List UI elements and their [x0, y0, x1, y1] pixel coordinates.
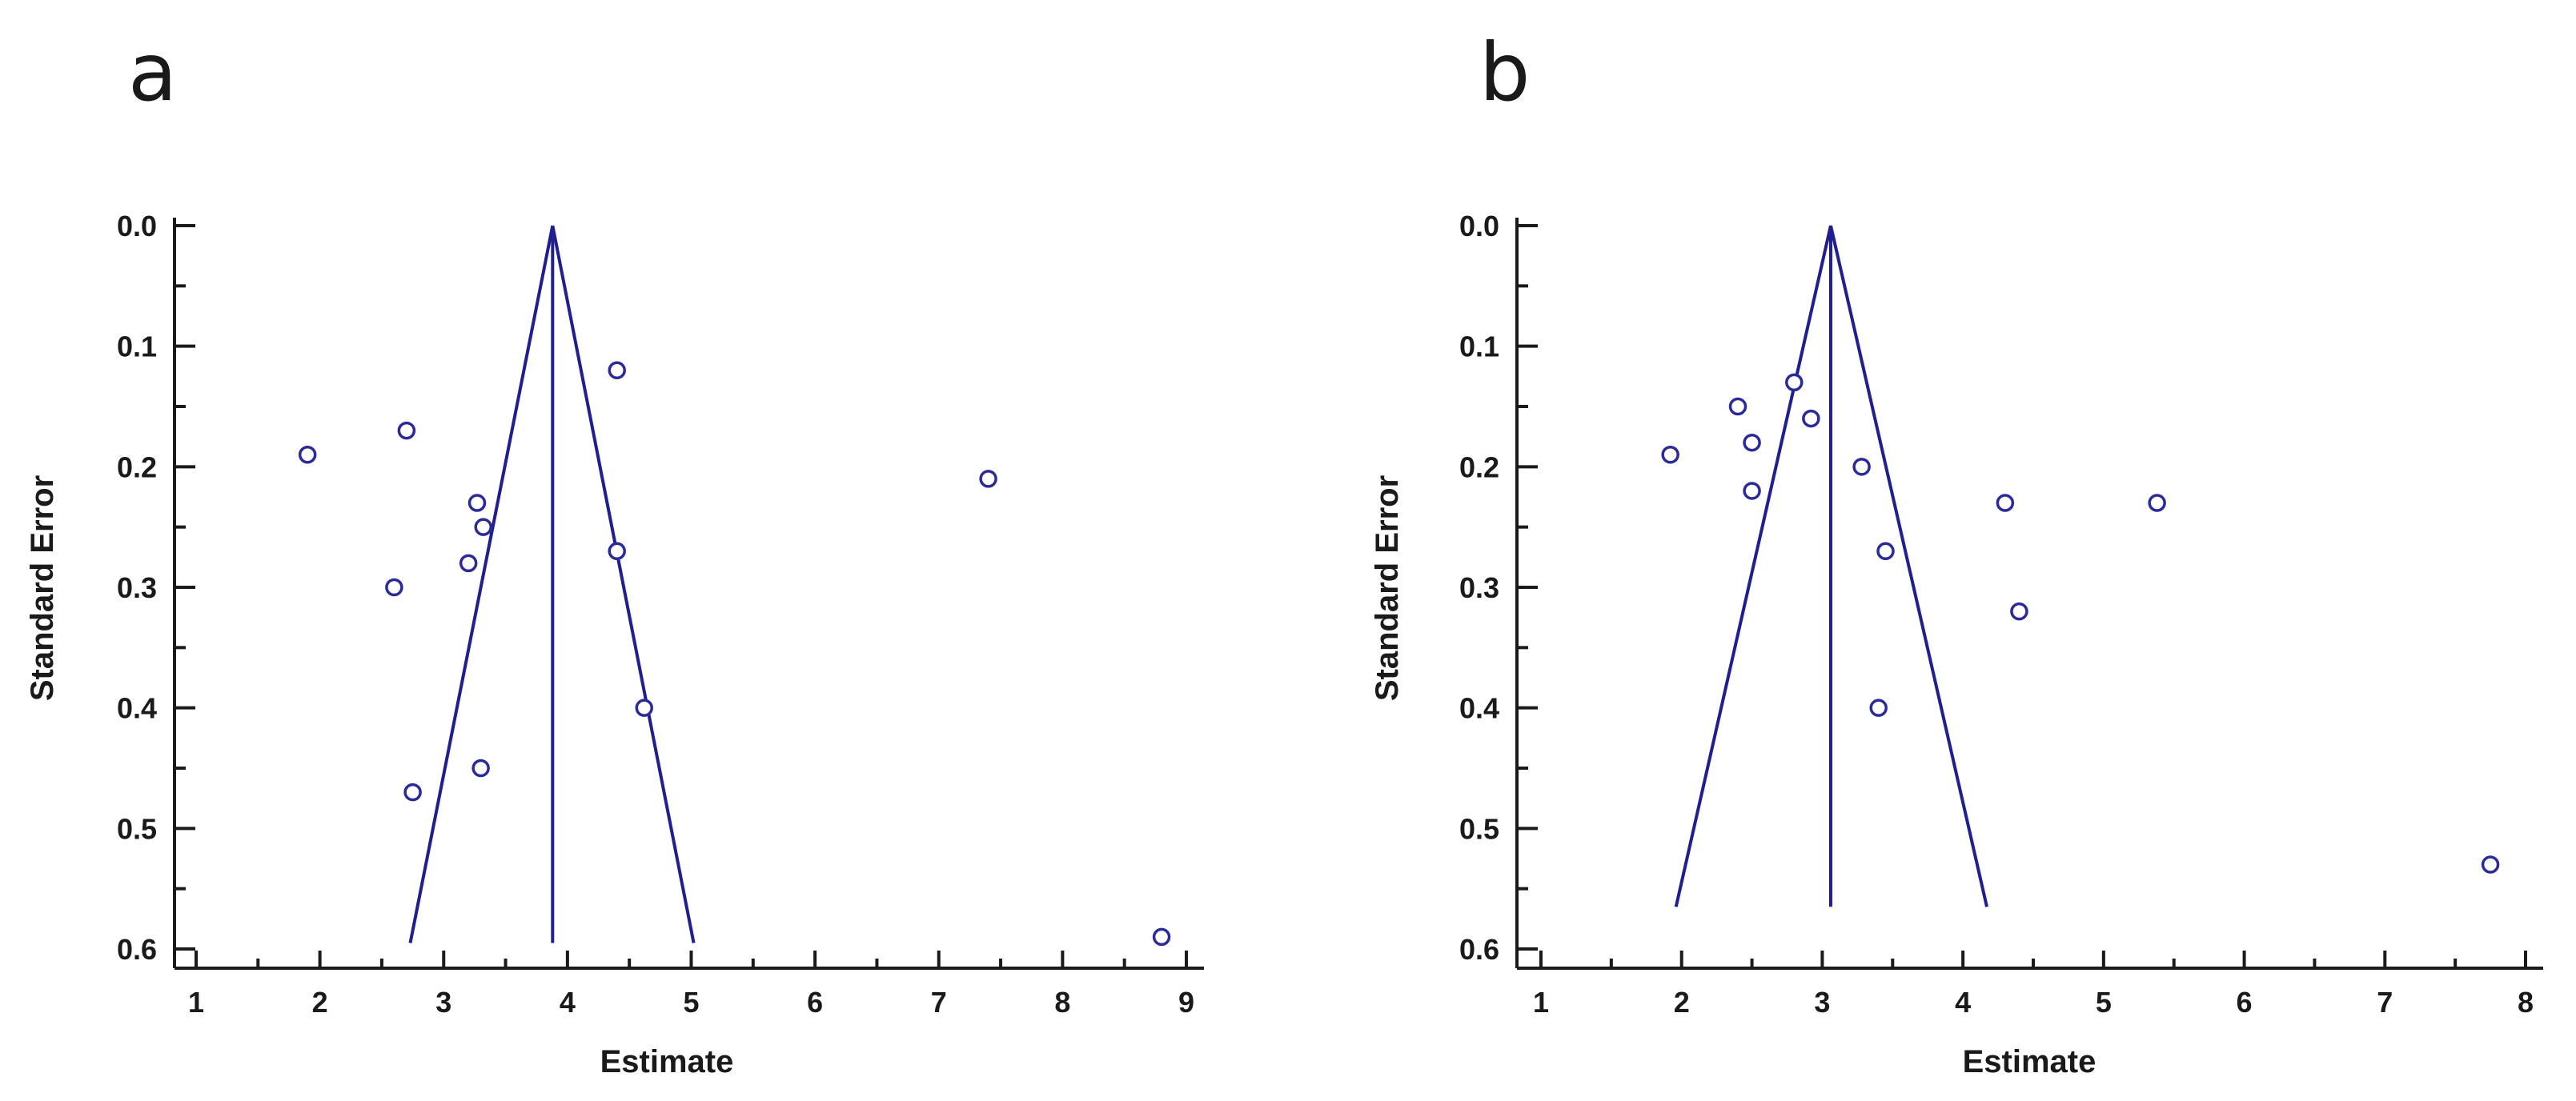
study-point — [1661, 446, 1679, 464]
panel-label: b — [1479, 26, 1530, 119]
x-tick-label: 2 — [312, 986, 328, 1019]
x-tick-label: 1 — [188, 986, 204, 1019]
axes: 0.0 0.1 0.2 0.3 0.4 0.5 0.6 1 2 3 4 5 6 7 8 9 — [117, 210, 1204, 1019]
funnel-left-line — [408, 225, 555, 943]
funnel-right-line — [551, 225, 696, 943]
y-tick-label: 0.4 — [1459, 692, 1499, 725]
x-tick-label: 8 — [1054, 986, 1070, 1019]
funnel-left-line — [1674, 225, 1832, 907]
study-point — [1743, 482, 1761, 500]
x-tick-label: 7 — [931, 986, 947, 1019]
study-point — [474, 518, 492, 536]
x-axis-title: Estimate — [1963, 1044, 2097, 1079]
plot-area — [1661, 225, 2500, 907]
study-point — [2148, 494, 2166, 512]
study-point — [1802, 409, 1820, 428]
x-tick-label: 1 — [1533, 986, 1549, 1019]
study-point — [979, 470, 997, 488]
study-point — [459, 554, 478, 573]
x-tick-label: 4 — [560, 986, 576, 1019]
x-tick-label: 2 — [1674, 986, 1690, 1019]
study-point — [1785, 373, 1804, 392]
study-point — [1743, 433, 1761, 452]
study-point — [403, 783, 422, 802]
y-tick-label: 0.4 — [117, 692, 157, 725]
study-point — [385, 578, 403, 597]
x-tick-label: 3 — [435, 986, 451, 1019]
y-axis-title: Standard Error — [1370, 475, 1405, 701]
y-tick-label: 0.1 — [117, 330, 157, 363]
x-tick-label: 8 — [2518, 986, 2534, 1019]
study-point — [467, 494, 487, 512]
study-point — [2481, 855, 2500, 874]
y-tick-label: 0.1 — [1459, 330, 1499, 363]
study-point — [635, 699, 653, 717]
x-tick-label: 9 — [1178, 986, 1194, 1019]
y-tick-label: 0.6 — [1459, 933, 1499, 966]
panel-a: a Standard Error Estimate 0.00.10.20.30.… — [25, 26, 1204, 1079]
x-tick-label: 5 — [683, 986, 699, 1019]
study-point — [1869, 699, 1888, 717]
x-tick-label: 7 — [2377, 986, 2393, 1019]
study-point — [471, 759, 490, 778]
study-point — [1152, 927, 1171, 947]
y-tick-label: 0.6 — [117, 933, 157, 966]
y-tick-label: 0.2 — [1459, 450, 1499, 483]
y-tick-label: 0.3 — [1459, 571, 1499, 604]
y-tick-label: 0.0 — [1459, 210, 1499, 242]
panel-label: a — [128, 26, 177, 119]
x-tick-label: 3 — [1814, 986, 1830, 1019]
study-point — [1728, 397, 1747, 416]
funnel-right-line — [1829, 225, 1988, 907]
axes: 0.0 0.1 0.2 0.3 0.4 0.5 0.6 1 2 3 4 5 6 7 8 — [1459, 210, 2543, 1019]
study-point — [298, 446, 317, 464]
study-point — [2010, 602, 2028, 621]
x-tick-label: 5 — [2096, 986, 2112, 1019]
y-tick-label: 0.5 — [1459, 812, 1499, 845]
x-tick-label: 6 — [807, 986, 823, 1019]
x-tick-label: 4 — [1955, 986, 1971, 1019]
study-point — [397, 421, 416, 440]
study-point — [1852, 458, 1871, 476]
study-point — [608, 361, 626, 380]
study-point — [1996, 494, 2015, 512]
y-tick-label: 0.5 — [117, 812, 157, 845]
study-point — [608, 542, 626, 561]
x-axis-title: Estimate — [600, 1044, 734, 1079]
panel-b: b Standard Error Estimate 0.00.10.20.30.… — [1370, 26, 2543, 1079]
x-tick-label: 6 — [2237, 986, 2253, 1019]
y-tick-label: 0.0 — [117, 210, 157, 242]
study-point — [1876, 542, 1895, 561]
y-axis-title: Standard Error — [25, 475, 60, 701]
y-tick-label: 0.3 — [117, 571, 157, 604]
y-tick-label: 0.2 — [117, 450, 157, 483]
plot-area — [298, 225, 1171, 947]
